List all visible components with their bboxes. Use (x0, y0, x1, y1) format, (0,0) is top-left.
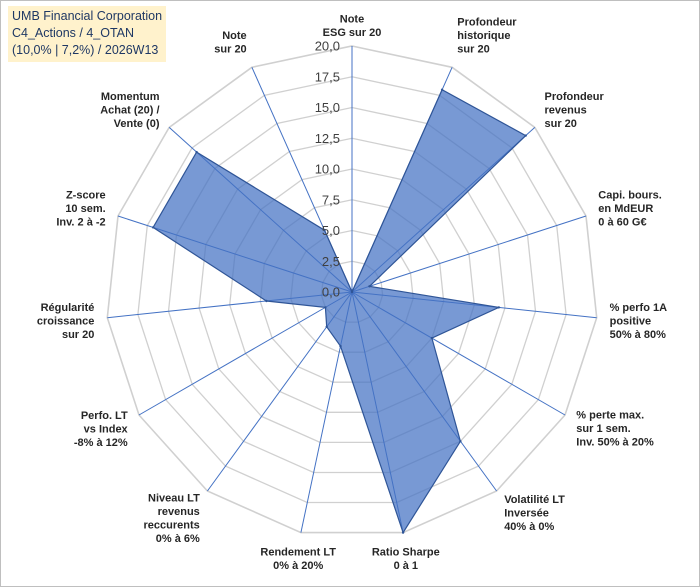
axis-label-11: Régularité croissance sur 20 (37, 302, 94, 341)
axis-label-14-line-1: sur 20 (214, 43, 246, 55)
series-point-5 (430, 336, 434, 340)
axis-label-13-line-1: Achat (20) / (100, 105, 159, 117)
series-point-12 (151, 226, 155, 229)
chart-title-line-3: (10,0% | 7,2%) / 2026W13 (12, 43, 159, 57)
axis-label-12-line-1: 10 sem. (65, 203, 105, 215)
series-point-11 (265, 299, 268, 303)
axis-label-5-line-2: Inv. 50% à 20% (576, 437, 654, 449)
chart-title-line-2: C4_Actions / 4_OTAN (12, 26, 135, 40)
axis-label-3-line-0: Capi. bours. (598, 189, 662, 201)
axis-label-5-line-0: % perte max. (576, 410, 644, 422)
axis-label-7-line-0: Ratio Sharpe (372, 546, 440, 558)
series-point-8 (339, 344, 342, 348)
series-point-1 (440, 88, 444, 91)
axis-label-0-line-0: Note (340, 14, 364, 26)
chart-title-line-1: UMB Financial Corporation (12, 9, 163, 23)
axis-label-7-line-1: 0 à 1 (394, 560, 418, 572)
axis-label-5-line-1: sur 1 sem. (576, 423, 630, 435)
axis-label-9-line-0: Niveau LT (148, 493, 200, 505)
axis-label-3: Capi. bours. en MdEUR 0 à 60 G€ (598, 189, 662, 228)
series-point-0 (350, 290, 354, 294)
series-point-3 (368, 285, 371, 288)
grid-ring-8 (106, 45, 598, 534)
axis-label-1-line-0: Profondeur (457, 16, 517, 28)
axis-label-12: Z-score 10 sem. Inv. 2 à -2 (56, 189, 105, 228)
series-point-14 (323, 229, 326, 232)
grid-ring-7 (137, 76, 567, 504)
tick-label-5: 12,5 (315, 131, 340, 146)
axis-label-11-line-0: Régularité (41, 302, 95, 314)
axis-label-2-line-0: Profondeur (545, 91, 605, 103)
tick-label-3: 7,5 (322, 192, 340, 207)
tick-label-6: 15,0 (315, 100, 340, 115)
axis-label-2: Profondeur revenus sur 20 (545, 91, 605, 130)
axis-label-14: Note sur 20 (214, 30, 246, 56)
tick-label-8: 20,0 (315, 39, 340, 54)
axis-label-14-line-0: Note (222, 30, 246, 42)
axis-label-4-line-0: % perfo 1A (610, 302, 668, 314)
axis-spoke-10 (138, 291, 353, 416)
axis-label-3-line-1: en MdEUR (598, 203, 653, 215)
axis-label-10-line-2: -8% à 12% (74, 437, 128, 449)
radar-tick-labels: 0,0 2,5 5,0 7,5 10,0 12,5 15,0 17,5 20,0 (315, 39, 340, 300)
axis-spoke-3 (351, 215, 587, 293)
axis-label-9-line-3: 0% à 6% (156, 533, 200, 545)
axis-label-9-line-1: revenus (158, 506, 200, 518)
tick-label-2: 5,0 (322, 223, 340, 238)
chart-title-box: UMB Financial Corporation C4_Actions / 4… (8, 6, 167, 62)
series-point-7 (401, 531, 405, 534)
axis-label-13: Momentum Achat (20) / Vente (0) (100, 91, 160, 130)
series-point-6 (459, 440, 462, 443)
axis-label-4: % perfo 1A positive 50% à 80% (610, 302, 668, 341)
axis-label-6-line-0: Volatilité LT (504, 494, 565, 506)
axis-label-0: Note ESG sur 20 (323, 14, 382, 40)
axis-label-6-line-1: Inversée (504, 508, 549, 520)
axis-label-1: Profondeur historique sur 20 (457, 16, 517, 55)
axis-label-5: % perte max. sur 1 sem. Inv. 50% à 20% (576, 410, 654, 449)
axis-label-9-line-2: reccurents (144, 520, 200, 532)
axis-label-6: Volatilité LT Inversée 40% à 0% (504, 494, 565, 533)
axis-label-9: Niveau LT revenus reccurents 0% à 6% (144, 493, 201, 546)
radar-series (151, 88, 527, 534)
series-point-9 (325, 325, 328, 328)
axis-label-10: Perfo. LT vs Index -8% à 12% (74, 410, 129, 449)
axis-label-12-line-2: Inv. 2 à -2 (56, 216, 105, 228)
axis-label-11-line-2: sur 20 (62, 329, 94, 341)
tick-label-4: 10,0 (315, 162, 340, 177)
axis-label-11-line-1: croissance (37, 316, 94, 328)
axis-label-8: Rendement LT 0% à 20% (260, 546, 336, 572)
tick-label-0: 0,0 (322, 285, 340, 300)
axis-label-8-line-1: 0% à 20% (273, 560, 323, 572)
tick-label-7: 17,5 (315, 69, 340, 84)
axis-label-13-line-0: Momentum (101, 91, 160, 103)
axis-label-2-line-1: revenus (545, 105, 587, 117)
series-area-0 (152, 88, 527, 534)
axis-label-4-line-1: positive (610, 316, 652, 328)
axis-label-12-line-0: Z-score (66, 189, 106, 201)
axis-label-2-line-2: sur 20 (545, 118, 577, 130)
axis-label-10-line-1: vs Index (84, 423, 129, 435)
tick-label-1: 2,5 (322, 254, 340, 269)
axis-label-7: Ratio Sharpe 0 à 1 (372, 546, 440, 572)
axis-label-1-line-2: sur 20 (457, 43, 489, 55)
axis-label-3-line-2: 0 à 60 G€ (598, 216, 646, 228)
axis-label-4-line-2: 50% à 80% (610, 329, 666, 341)
axis-label-6-line-2: 40% à 0% (504, 521, 554, 533)
axis-label-0-line-1: ESG sur 20 (323, 27, 382, 39)
series-point-13 (195, 150, 198, 154)
axis-label-8-line-0: Rendement LT (260, 546, 336, 558)
series-point-2 (524, 134, 527, 137)
series-point-4 (497, 306, 500, 309)
axis-label-1-line-1: historique (457, 30, 510, 42)
axis-label-10-line-0: Perfo. LT (81, 410, 128, 422)
series-point-10 (324, 306, 327, 309)
axis-label-13-line-2: Vente (0) (114, 118, 160, 130)
